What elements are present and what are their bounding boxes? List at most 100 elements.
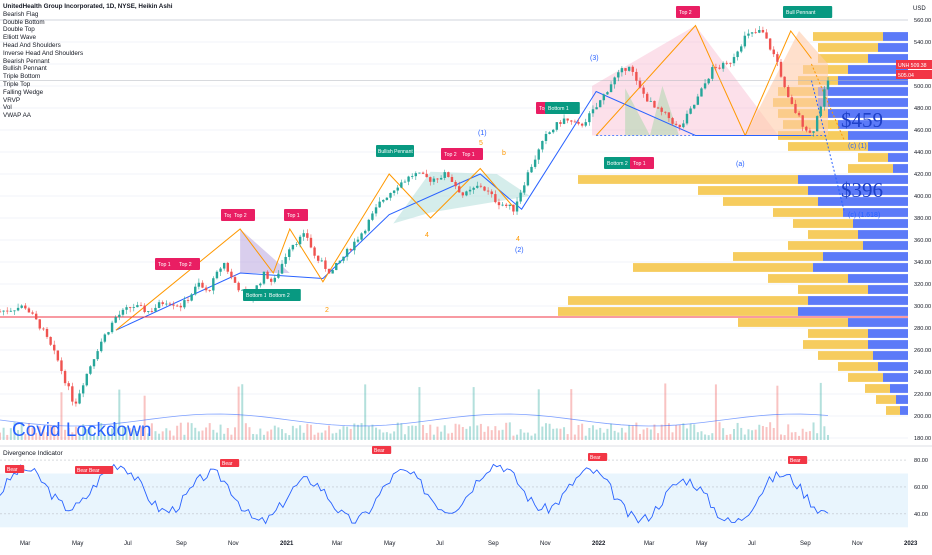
triangle-area xyxy=(240,229,290,273)
candle-body xyxy=(183,300,186,308)
volume-bar xyxy=(526,432,529,440)
x-tick-label: Jul xyxy=(124,541,132,547)
vrvp-bar-up xyxy=(723,197,818,206)
volume-bar xyxy=(523,432,526,440)
candle-body xyxy=(580,123,584,126)
vrvp-bar-up xyxy=(803,340,868,349)
candle-body xyxy=(92,359,96,367)
pattern-label-text: Bull Pennant xyxy=(786,10,816,16)
wave-label: (1) xyxy=(478,130,487,137)
volume-bar xyxy=(418,387,421,440)
volume-bar xyxy=(696,432,699,440)
wave-label: (c) (1.618) xyxy=(848,212,880,219)
candle-body xyxy=(566,118,569,121)
volume-bar xyxy=(107,431,110,440)
candle-body xyxy=(371,213,374,220)
volume-bar xyxy=(769,422,772,440)
candle-body xyxy=(457,186,461,193)
candle-body xyxy=(609,84,613,93)
volume-bar xyxy=(805,431,808,440)
candle-body xyxy=(635,71,638,81)
candle-body xyxy=(812,131,815,133)
volume-bar xyxy=(71,432,74,440)
covid-lockdown-label: Covid Lockdown xyxy=(12,420,152,441)
x-tick-label: Mar xyxy=(644,541,654,547)
volume-bar xyxy=(165,428,168,440)
volume-bar xyxy=(758,424,761,440)
candle-body xyxy=(797,112,801,116)
candle-body xyxy=(776,54,779,62)
candle-body xyxy=(100,341,103,352)
volume-bar xyxy=(74,426,77,440)
volume-bar xyxy=(808,431,811,440)
indicator-legend: Bearish Flag Double Bottom Double Top Ellio… xyxy=(3,11,172,120)
vrvp-bar-down xyxy=(853,219,908,228)
candle-body xyxy=(45,328,49,337)
vrvp-bar-up xyxy=(768,274,848,283)
volume-bar xyxy=(638,433,641,440)
candle-body xyxy=(783,76,786,87)
vrvp-bar-up xyxy=(876,395,896,404)
candle-body xyxy=(761,29,765,33)
candle-body xyxy=(515,201,519,212)
candle-body xyxy=(584,122,587,126)
candle-body xyxy=(277,273,280,278)
volume-bar xyxy=(111,428,114,440)
volume-bar xyxy=(364,384,367,440)
volume-bar xyxy=(197,431,200,440)
volume-bar xyxy=(114,423,117,440)
candle-body xyxy=(501,204,504,206)
volume-bar xyxy=(624,432,627,440)
y-tick-label: 260.00 xyxy=(914,348,931,354)
y-tick-label: 200.00 xyxy=(914,414,931,420)
candle-body xyxy=(479,185,483,187)
volume-bar xyxy=(693,424,696,440)
pattern-label-text: Top 1 xyxy=(633,161,646,167)
volume-bar xyxy=(450,432,453,440)
y-tick-label: 320.00 xyxy=(914,282,931,288)
candle-body xyxy=(367,219,371,231)
candle-body xyxy=(147,311,150,313)
legend-item: Falling Wedge xyxy=(3,88,44,96)
volume-bar xyxy=(349,428,352,440)
volume-bar xyxy=(458,424,461,440)
bear-label-text: Bear xyxy=(374,448,385,454)
candle-body xyxy=(808,130,812,133)
volume-bar xyxy=(219,424,222,440)
volume-bar xyxy=(42,429,45,440)
volume-bar xyxy=(46,432,49,440)
volume-bar xyxy=(436,426,439,440)
volume-bar xyxy=(143,395,146,440)
volume-bar xyxy=(461,427,464,440)
vrvp-bar-up xyxy=(578,175,798,184)
price-badge-box xyxy=(896,70,932,79)
volume-bar xyxy=(89,424,92,440)
candle-body xyxy=(78,393,81,404)
candle-body xyxy=(288,249,291,257)
volume-bar xyxy=(147,433,150,440)
volume-bar xyxy=(595,429,598,440)
candle-body xyxy=(121,309,125,315)
volume-bar xyxy=(682,423,685,440)
volume-bar xyxy=(158,433,161,440)
candle-body xyxy=(682,123,685,128)
volume-bar xyxy=(714,384,717,440)
candle-body xyxy=(685,113,689,124)
candle-body xyxy=(219,268,222,272)
legend-item: Double Top xyxy=(3,26,35,34)
candle-body xyxy=(81,385,85,394)
candle-body xyxy=(541,140,544,150)
candle-body xyxy=(0,311,2,313)
volume-bar xyxy=(150,423,153,440)
candle-body xyxy=(599,100,602,108)
candle-body xyxy=(693,104,696,109)
volume-bar xyxy=(194,427,197,440)
vrvp-bar-down xyxy=(818,98,908,107)
volume-bar xyxy=(356,424,359,440)
candle-body xyxy=(613,77,616,85)
volume-bar xyxy=(494,426,497,440)
vrvp-bar-down xyxy=(868,285,908,294)
volume-bar xyxy=(273,425,276,440)
candle-body xyxy=(794,103,797,113)
candle-body xyxy=(494,194,497,203)
